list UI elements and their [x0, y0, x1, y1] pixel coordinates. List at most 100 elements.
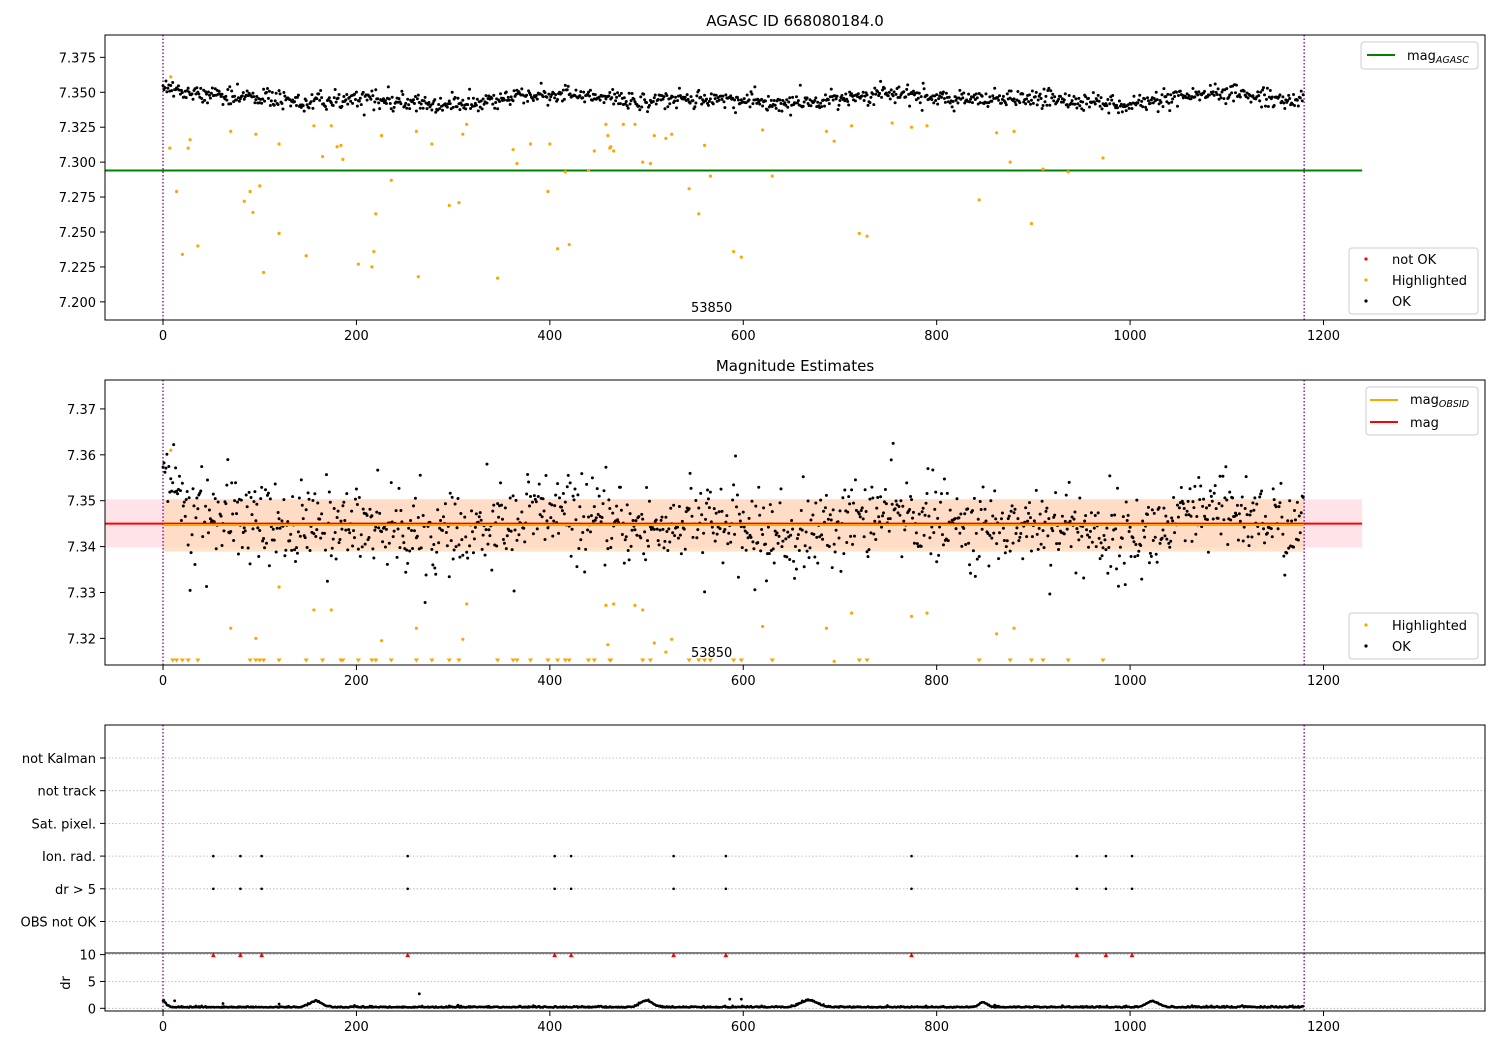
ok-point: [304, 99, 308, 103]
ok-point: [663, 107, 667, 111]
ok-point: [1242, 525, 1246, 529]
ok-point: [1173, 95, 1177, 99]
ok-point: [744, 548, 748, 552]
ok-point: [273, 482, 277, 486]
ok-point: [373, 528, 377, 532]
ok-point: [1211, 517, 1215, 521]
clipped-marker: [562, 658, 568, 663]
ok-point: [720, 509, 724, 513]
ok-point: [997, 557, 1001, 561]
ok-point: [1272, 498, 1276, 502]
ok-point: [801, 104, 805, 108]
ok-point: [639, 536, 643, 540]
ok-point: [1010, 504, 1014, 508]
ok-point: [1256, 90, 1260, 94]
ok-point: [1153, 535, 1157, 539]
ok-point: [263, 99, 267, 103]
ok-point: [282, 90, 286, 94]
highlighted-point: [242, 199, 246, 203]
ok-point: [1268, 89, 1272, 93]
flag-point: [724, 887, 728, 891]
ok-point: [717, 510, 721, 514]
ok-point: [967, 541, 971, 545]
legend-highlighted-label-2: Highlighted: [1392, 619, 1467, 634]
clipped-marker: [554, 658, 561, 663]
ok-point: [653, 93, 657, 97]
dr-outlier: [728, 997, 732, 1001]
ok-point: [945, 491, 949, 495]
ok-point: [747, 516, 751, 520]
ok-point: [600, 516, 604, 520]
ok-point: [1053, 513, 1057, 517]
ok-point: [1015, 526, 1019, 530]
ok-point: [875, 506, 879, 510]
highlighted-point: [1041, 167, 1045, 171]
ok-point: [337, 93, 341, 97]
ok-point: [804, 530, 808, 534]
ok-point: [249, 495, 253, 499]
ok-point: [733, 98, 737, 102]
ok-point: [342, 500, 346, 504]
ok-point: [278, 92, 282, 96]
ok-point: [722, 100, 726, 104]
ok-point: [919, 95, 923, 99]
ok-point: [1244, 475, 1248, 479]
ok-point: [894, 499, 898, 503]
ok-point: [1125, 518, 1129, 522]
ok-point: [438, 526, 442, 530]
ok-point: [764, 99, 768, 103]
ok-point: [1028, 501, 1032, 505]
ok-point: [508, 102, 512, 106]
ok-point: [575, 565, 579, 569]
ok-point: [996, 96, 1000, 100]
ok-point: [346, 548, 350, 552]
ok-point: [268, 103, 272, 107]
highlighted-point: [389, 178, 393, 182]
ok-point: [565, 485, 569, 489]
ok-point: [1136, 554, 1140, 558]
ok-point: [441, 515, 445, 519]
ok-point: [1040, 106, 1044, 110]
flag-point: [212, 887, 215, 891]
ok-point: [1064, 493, 1068, 497]
ok-point: [1164, 95, 1168, 99]
ok-point: [834, 528, 838, 532]
ok-point: [357, 99, 361, 103]
ok-point: [1175, 104, 1179, 108]
ok-point: [1228, 93, 1232, 97]
ok-point: [760, 97, 764, 101]
ok-point: [1091, 91, 1095, 95]
ok-point: [616, 518, 620, 522]
ok-point: [340, 527, 344, 531]
ok-point: [497, 515, 501, 519]
ok-point: [604, 97, 608, 101]
ok-point: [819, 498, 823, 502]
ok-point: [800, 528, 804, 532]
ok-point: [320, 512, 324, 516]
highlighted-point: [670, 132, 674, 136]
ok-point: [694, 101, 698, 105]
ok-point: [209, 91, 213, 95]
ok-point: [821, 537, 825, 541]
ok-point: [1152, 511, 1156, 515]
x-tick-label: 1000: [1114, 329, 1147, 344]
ok-point: [302, 109, 306, 113]
ok-point: [970, 101, 974, 105]
ok-point: [264, 90, 268, 94]
ok-point: [1057, 97, 1061, 101]
ok-point: [971, 549, 975, 553]
ok-point: [1113, 513, 1117, 517]
ok-point: [773, 103, 777, 107]
ok-point: [502, 98, 506, 102]
ok-point: [750, 499, 754, 503]
ok-point: [554, 493, 558, 497]
highlighted-point: [180, 252, 184, 256]
ok-point: [267, 89, 271, 93]
highlighted-point: [633, 603, 637, 607]
ok-point: [1029, 98, 1033, 102]
ok-point: [290, 548, 294, 552]
ok-point: [734, 111, 738, 115]
highlighted-point: [414, 626, 418, 630]
ok-point: [880, 95, 884, 99]
